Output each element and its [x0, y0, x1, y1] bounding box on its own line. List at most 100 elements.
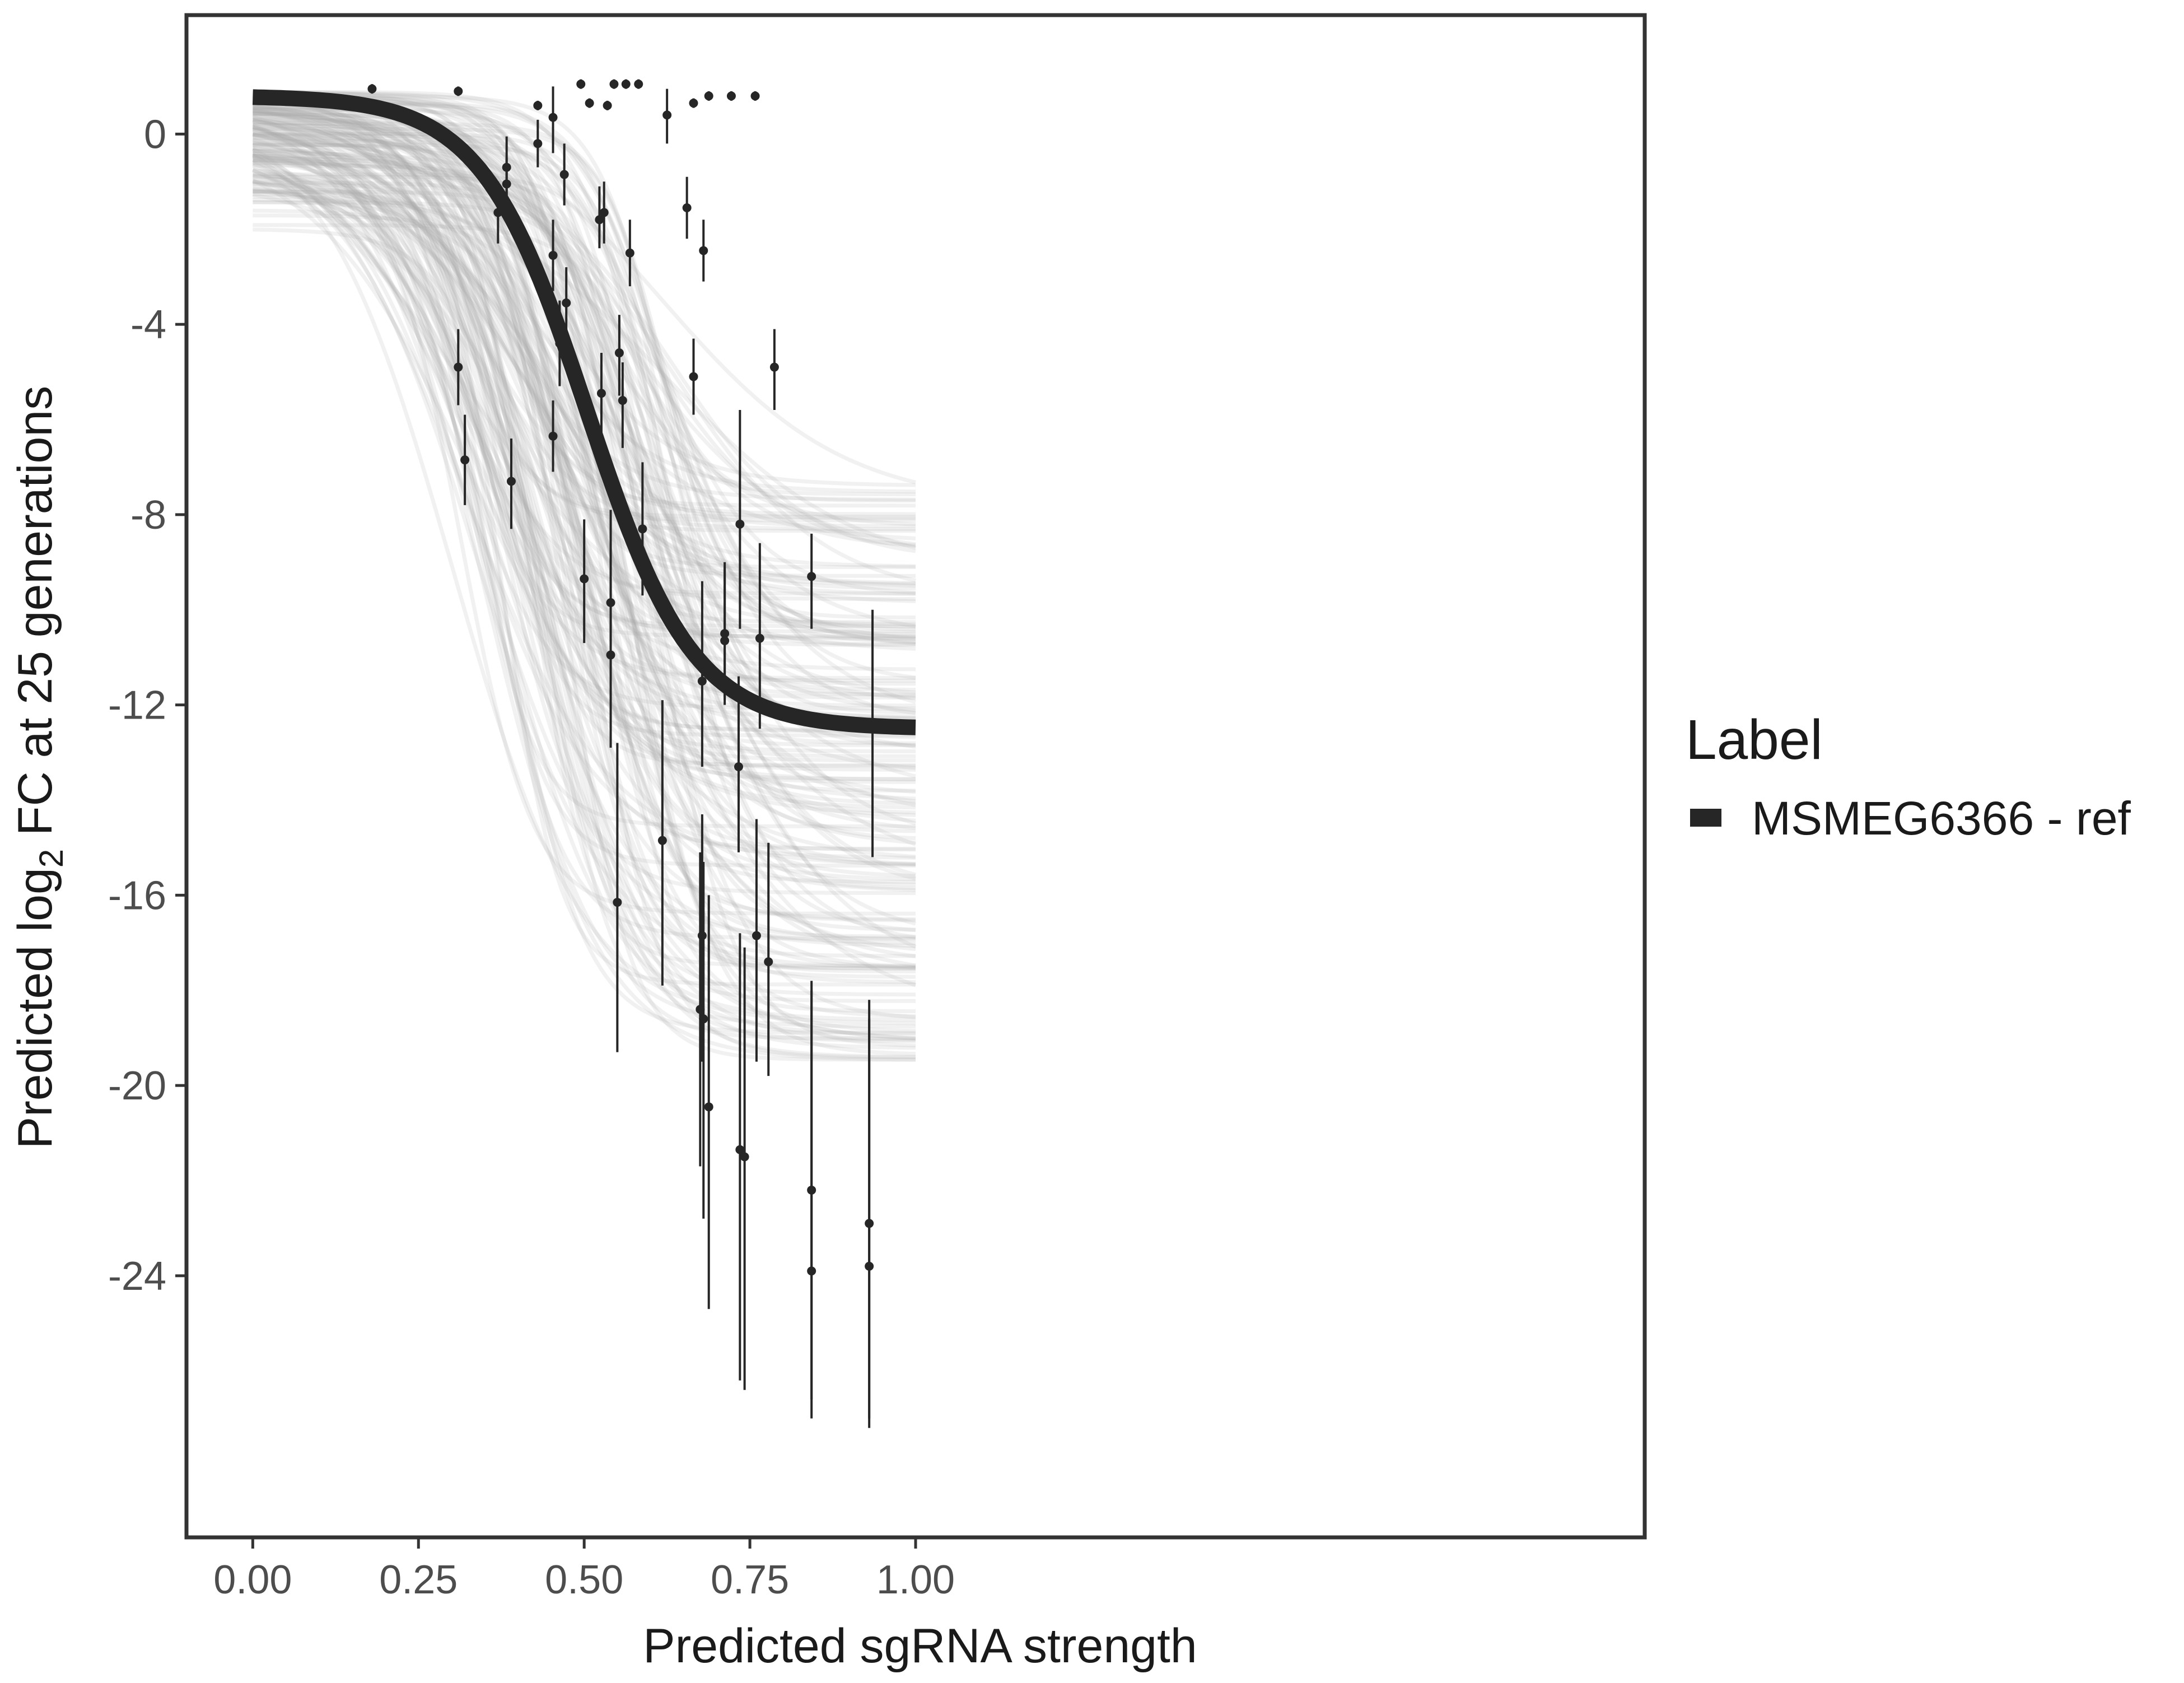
posterior-curve [253, 111, 916, 628]
posterior-curve [253, 143, 916, 891]
posterior-curve [253, 128, 916, 568]
posterior-curve [253, 120, 916, 1019]
posterior-curve [253, 156, 916, 590]
posterior-curve [253, 213, 916, 1033]
posterior-curve [253, 173, 916, 1035]
y-tick-label: -20 [108, 1064, 166, 1108]
data-point [493, 208, 503, 217]
data-point-group [735, 409, 745, 629]
y-axis-title: Predicted log2 FC at 25 generations [8, 386, 70, 1149]
data-point [697, 931, 707, 940]
data-point [596, 389, 606, 398]
posterior-curve [253, 109, 916, 532]
posterior-curve [253, 111, 916, 895]
data-point [625, 248, 634, 258]
legend: Label MSMEG6366 - ref [1686, 708, 2131, 845]
posterior-curve [252, 104, 916, 603]
posterior-curve [253, 169, 916, 784]
posterior-curve [253, 223, 916, 644]
data-point-group [502, 157, 511, 211]
data-point [682, 203, 692, 212]
posterior-curve [252, 153, 916, 588]
data-points [367, 79, 878, 1428]
posterior-curve [252, 180, 916, 778]
data-point-group [585, 98, 594, 108]
data-point [704, 91, 713, 101]
posterior-curve [252, 137, 916, 1041]
posterior-curve [253, 142, 916, 815]
data-point [662, 110, 672, 120]
posterior-curve [253, 110, 916, 1050]
data-point [502, 179, 511, 189]
data-point [868, 724, 878, 734]
posterior-curve [253, 149, 916, 583]
posterior-curve [253, 157, 916, 1062]
posterior-curve [253, 154, 916, 1059]
posterior-curve [253, 174, 916, 646]
posterior-curve [253, 189, 916, 578]
posterior-curve [253, 186, 916, 782]
y-tick-label: -24 [108, 1254, 166, 1299]
posterior-curve [253, 106, 916, 586]
data-point [559, 170, 569, 179]
data-point-group [596, 353, 606, 434]
data-point-group [533, 100, 543, 110]
x-tick-label: 0.50 [545, 1558, 623, 1602]
posterior-curve [253, 125, 916, 641]
posterior-curve [251, 147, 916, 866]
data-point-group [740, 947, 749, 1390]
data-point-group [662, 88, 672, 144]
posterior-curve [253, 152, 916, 921]
data-point-group [548, 86, 558, 153]
data-point-group [764, 842, 773, 1076]
posterior-curve [253, 227, 916, 1003]
posterior-curve [253, 123, 916, 647]
data-point-group [562, 267, 571, 344]
posterior-curve [253, 111, 916, 968]
data-point-group [555, 300, 564, 386]
data-point-group [807, 981, 816, 1419]
data-point-group [548, 400, 558, 472]
posterior-curve [253, 98, 916, 1043]
data-point [506, 477, 516, 486]
data-point-group [735, 933, 745, 1381]
data-point [699, 1014, 708, 1024]
data-point [755, 633, 764, 643]
data-point-group [638, 462, 647, 596]
posterior-curve [253, 158, 916, 868]
data-point-group [868, 609, 878, 857]
data-point [621, 80, 631, 89]
data-point [720, 636, 730, 645]
posterior-curve [253, 119, 916, 987]
legend-label: MSMEG6366 - ref [1752, 792, 2131, 845]
data-point-group [755, 543, 764, 729]
data-point [769, 362, 779, 372]
posterior-curve [252, 162, 916, 860]
data-point-group [726, 91, 736, 101]
data-point [548, 250, 558, 260]
data-point [764, 957, 773, 967]
posterior-curve [252, 141, 916, 585]
data-point-group [699, 861, 708, 1219]
posterior-curve [253, 158, 916, 553]
data-point-group [454, 86, 463, 96]
posterior-curve [252, 168, 916, 970]
data-point-group [609, 79, 619, 89]
posterior-curve [252, 117, 916, 830]
data-point [454, 86, 463, 96]
data-point-group [595, 186, 604, 249]
data-point-group [460, 414, 470, 505]
data-point [704, 1102, 713, 1112]
posterior-curve [252, 167, 916, 892]
fit-curve-layer [252, 89, 916, 735]
posterior-curve [253, 95, 916, 733]
posterior-curve [253, 208, 916, 805]
data-point [689, 99, 698, 108]
data-point [533, 101, 543, 110]
data-point-group [689, 98, 698, 108]
data-point [740, 1152, 749, 1162]
data-point [533, 139, 543, 148]
posterior-curve [252, 158, 916, 712]
data-point [580, 574, 589, 584]
